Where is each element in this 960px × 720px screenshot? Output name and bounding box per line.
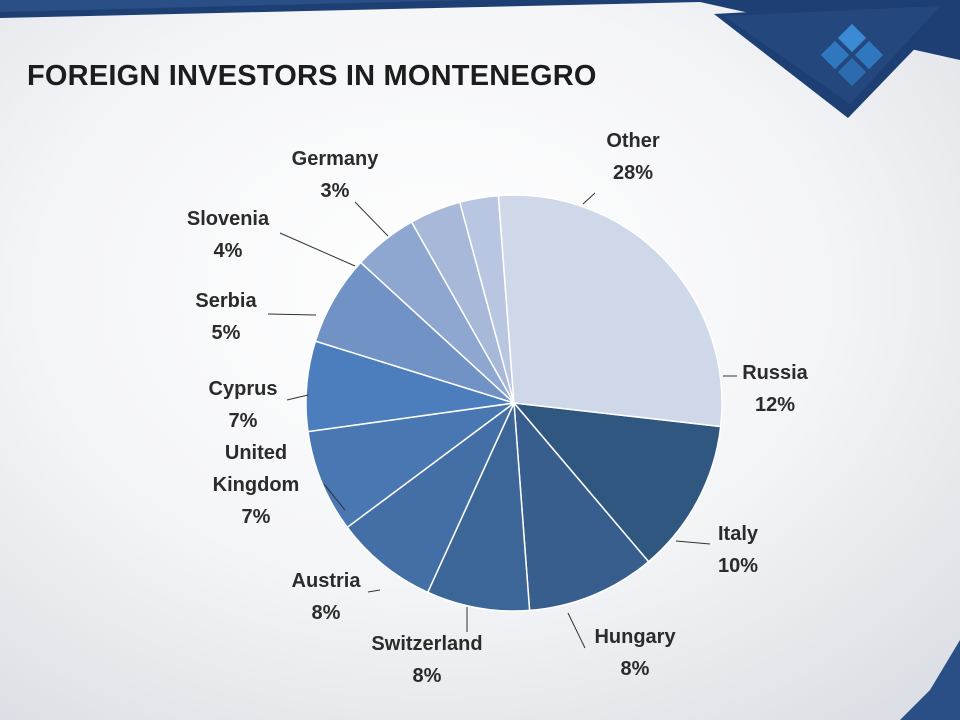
- leader-line: [567, 612, 586, 649]
- pie-slice-russia: [512, 402, 722, 563]
- pie-slice-hungary: [426, 402, 531, 612]
- slice-label: Cyprus 7%: [209, 378, 278, 432]
- slice-label: Serbia 5%: [195, 290, 257, 344]
- leader-line: [279, 232, 356, 267]
- pie-slice-switzerland: [346, 402, 515, 594]
- slice-label: Germany 3%: [292, 148, 380, 202]
- leader-line: [675, 540, 711, 545]
- pie-slice-austria: [307, 402, 515, 529]
- slice-label: Hungary 8%: [594, 626, 676, 680]
- slice-label: Other 28%: [606, 130, 660, 184]
- pie-slice-italy: [513, 400, 650, 612]
- slice-label: Switzerland 8%: [371, 633, 482, 687]
- slice-label: Austria 8%: [292, 570, 362, 624]
- leader-line: [286, 394, 309, 401]
- slice-label: Slovenia 4%: [187, 208, 270, 262]
- leader-line: [354, 201, 389, 237]
- leader-line: [267, 313, 317, 316]
- slice-label: Russia 12%: [742, 362, 808, 416]
- slice-label: United Kingdom 7%: [213, 442, 300, 528]
- leader-line: [367, 589, 381, 593]
- pie-slice-other: [497, 194, 723, 428]
- slide-title: FOREIGN INVESTORS IN MONTENEGRO: [27, 60, 597, 92]
- leader-line: [323, 483, 346, 511]
- leader-line: [582, 192, 596, 205]
- slice-label: Italy 10%: [718, 523, 759, 577]
